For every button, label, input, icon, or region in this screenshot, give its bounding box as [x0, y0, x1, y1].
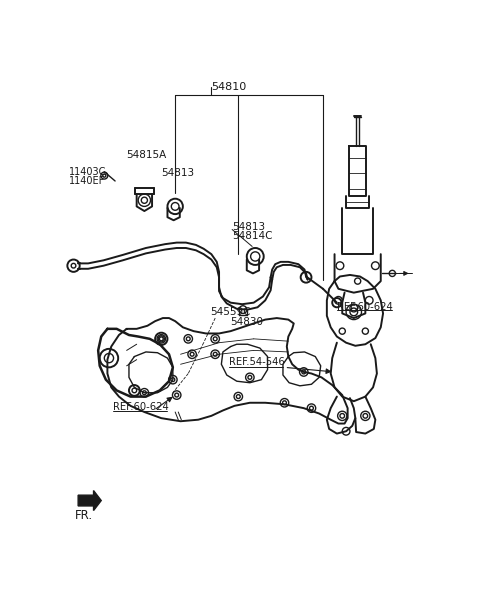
Text: REF.60-624: REF.60-624: [113, 401, 168, 412]
Text: 11403C: 11403C: [69, 167, 106, 177]
Polygon shape: [78, 490, 101, 511]
Text: 54830: 54830: [230, 317, 264, 327]
Text: 54813: 54813: [161, 168, 194, 178]
Text: FR.: FR.: [75, 509, 93, 522]
Text: 54559C: 54559C: [210, 307, 250, 317]
Text: 54810: 54810: [211, 82, 247, 92]
Text: 1140EF: 1140EF: [69, 176, 105, 186]
Text: 54814C: 54814C: [232, 231, 273, 242]
Text: 54815A: 54815A: [126, 150, 166, 160]
Text: REF.54-546: REF.54-546: [229, 357, 285, 367]
Text: REF.60-624: REF.60-624: [337, 301, 393, 312]
Text: 54813: 54813: [232, 222, 265, 232]
